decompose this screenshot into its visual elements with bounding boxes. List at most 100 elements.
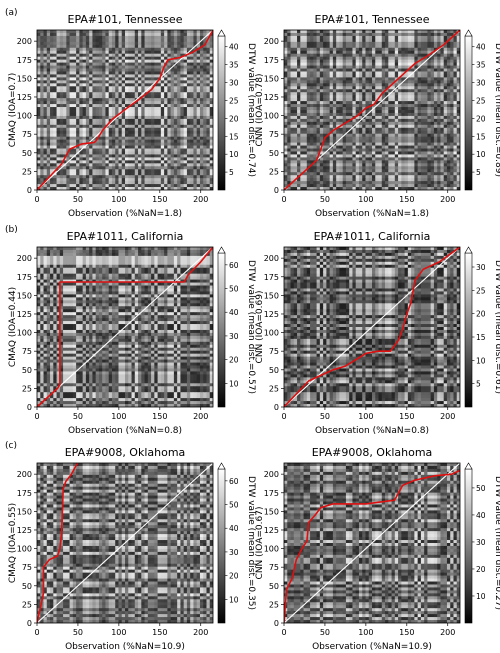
matrix-cell	[56, 107, 61, 111]
matrix-cell	[121, 178, 126, 182]
matrix-cell	[375, 30, 379, 34]
matrix-cell	[43, 151, 48, 155]
matrix-cell	[89, 121, 93, 126]
matrix-cell	[138, 68, 142, 72]
matrix-cell	[427, 115, 432, 120]
matrix-cell	[290, 139, 295, 143]
matrix-cell	[381, 121, 386, 126]
matrix-cell	[319, 89, 324, 93]
matrix-cell	[336, 121, 340, 126]
matrix-cell	[404, 118, 409, 123]
matrix-cell	[319, 38, 324, 43]
matrix-cell	[456, 92, 460, 96]
matrix-cell	[102, 59, 106, 63]
matrix-cell	[82, 107, 87, 111]
matrix-cell	[186, 110, 191, 114]
matrix-cell	[108, 163, 113, 167]
matrix-cell	[85, 47, 90, 52]
matrix-cell	[160, 169, 165, 173]
matrix-cell	[59, 130, 64, 135]
matrix-cell	[125, 136, 129, 141]
matrix-cell	[180, 83, 185, 87]
matrix-cell	[177, 127, 181, 132]
matrix-cell	[128, 133, 132, 138]
matrix-cell	[43, 148, 48, 152]
matrix-cell	[144, 59, 149, 63]
matrix-cell	[102, 178, 106, 182]
matrix-cell	[167, 71, 172, 75]
matrix-cell	[339, 101, 344, 105]
matrix-cell	[349, 104, 353, 108]
matrix-cell	[394, 130, 399, 135]
matrix-cell	[411, 77, 415, 81]
matrix-cell	[37, 163, 41, 167]
matrix-cell	[102, 35, 106, 40]
matrix-cell	[300, 53, 304, 58]
matrix-cell	[323, 56, 327, 61]
matrix-cell	[293, 130, 298, 135]
matrix-cell	[440, 115, 445, 120]
matrix-cell	[69, 62, 74, 66]
matrix-cell	[398, 89, 402, 93]
matrix-cell	[398, 124, 402, 129]
matrix-cell	[375, 124, 379, 129]
matrix-cell	[95, 110, 100, 114]
matrix-cell	[183, 83, 188, 87]
matrix-cell	[164, 92, 168, 96]
matrix-cell	[297, 115, 301, 120]
matrix-cell	[134, 80, 139, 84]
matrix-cell	[326, 139, 331, 143]
matrix-cell	[342, 35, 347, 40]
matrix-cell	[131, 118, 136, 123]
matrix-cell	[105, 65, 110, 69]
matrix-cell	[297, 118, 301, 123]
matrix-cell	[76, 59, 80, 63]
matrix-cell	[76, 172, 80, 176]
matrix-cell	[134, 157, 139, 161]
matrix-cell	[209, 71, 213, 75]
matrix-cell	[134, 86, 139, 90]
matrix-cell	[157, 65, 162, 69]
matrix-cell	[404, 41, 409, 46]
matrix-cell	[108, 65, 113, 69]
matrix-cell	[411, 92, 415, 96]
matrix-cell	[66, 157, 70, 161]
matrix-cell	[138, 62, 142, 66]
matrix-cell	[89, 184, 93, 188]
matrix-cell	[82, 59, 87, 63]
matrix-cell	[368, 77, 373, 81]
matrix-cell	[43, 112, 48, 117]
matrix-cell	[196, 32, 201, 37]
matrix-cell	[190, 71, 194, 75]
matrix-cell	[173, 187, 178, 190]
matrix-cell	[342, 56, 347, 61]
matrix-cell	[85, 68, 90, 72]
matrix-cell	[433, 95, 438, 99]
matrix-cell	[59, 157, 64, 161]
matrix-cell	[82, 77, 87, 81]
matrix-cell	[339, 124, 344, 129]
matrix-cell	[293, 92, 298, 96]
matrix-cell	[111, 89, 116, 93]
matrix-cell	[186, 184, 191, 188]
matrix-cell	[76, 169, 80, 173]
matrix-cell	[69, 175, 74, 179]
matrix-cell	[186, 95, 191, 99]
matrix-cell	[345, 47, 350, 52]
matrix-cell	[92, 127, 97, 132]
matrix-cell	[138, 41, 142, 46]
matrix-cell	[417, 53, 422, 58]
matrix-cell	[118, 98, 123, 102]
matrix-cell	[306, 44, 311, 49]
matrix-cell	[443, 110, 448, 114]
matrix-cell	[362, 83, 366, 87]
matrix-cell	[56, 38, 61, 43]
matrix-cell	[170, 115, 175, 120]
matrix-cell	[89, 32, 93, 37]
matrix-cell	[151, 127, 155, 132]
matrix-cell	[414, 95, 419, 99]
matrix-cell	[108, 127, 113, 132]
matrix-cell	[131, 65, 136, 69]
matrix-cell	[63, 35, 67, 40]
matrix-cell	[290, 83, 295, 87]
